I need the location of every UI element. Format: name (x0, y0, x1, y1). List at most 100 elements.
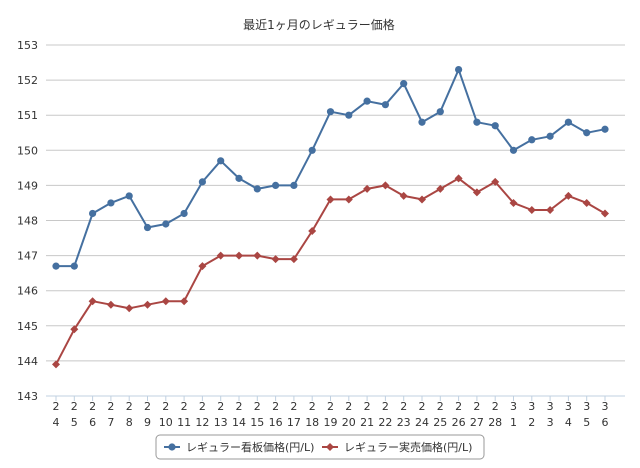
y-tick-label: 147 (17, 250, 38, 263)
data-point (582, 198, 591, 207)
x-tick-label: 2 16 (269, 400, 283, 429)
data-point (106, 300, 115, 309)
data-point (290, 181, 298, 189)
y-tick-label: 151 (17, 109, 38, 122)
x-tick-label: 2 15 (250, 400, 264, 429)
legend-marker (168, 443, 176, 451)
axes (46, 395, 625, 401)
data-point (308, 227, 317, 236)
data-point (180, 209, 188, 218)
data-point (308, 146, 316, 154)
x-tick-label: 2 11 (177, 400, 191, 429)
x-axis-tick-labels: 2 4 2 5 2 6 2 7 2 8 2 9 2 10 2 11 2 12 2 13 2 14 2 15 2 16 2 17 2 18 2… (53, 400, 609, 429)
data-point (399, 191, 408, 200)
data-point (253, 185, 261, 193)
y-tick-label: 145 (17, 320, 38, 333)
data-point (400, 80, 408, 88)
y-tick-label: 153 (17, 39, 38, 52)
y-tick-label: 148 (17, 215, 38, 228)
series-2 (52, 174, 609, 369)
data-point (52, 262, 60, 270)
data-point (107, 199, 115, 207)
data-point (455, 65, 463, 74)
x-tick-label: 2 14 (232, 400, 246, 429)
data-point (235, 251, 243, 260)
series-line (55, 177, 606, 365)
data-point (125, 304, 134, 313)
data-point (436, 108, 444, 116)
data-point (272, 181, 280, 189)
x-tick-label: 2 21 (360, 400, 374, 429)
data-point (491, 177, 500, 186)
data-point (546, 205, 555, 214)
legend-box: レギュラー看板価格(円/L) レギュラー実売価格(円/L) (155, 434, 485, 460)
data-point (344, 195, 353, 204)
data-point (271, 255, 280, 264)
legend-entry-label: レギュラー看板価格(円/L) (186, 440, 314, 454)
data-point (473, 118, 481, 126)
data-point (454, 174, 463, 183)
x-tick-label: 2 25 (433, 400, 447, 429)
data-point (70, 325, 79, 334)
y-tick-label: 149 (17, 179, 38, 192)
data-point (601, 209, 609, 218)
y-axis-tick-labels: 143 144 145 146 147 148 149 150 151 152 153 (17, 39, 38, 403)
data-point (418, 195, 426, 204)
x-tick-label: 2 23 (397, 400, 411, 429)
y-tick-label: 143 (17, 390, 38, 403)
x-tick-label: 2 12 (195, 400, 209, 429)
chart-title: 最近1ヶ月のレギュラー価格 (243, 17, 395, 32)
x-tick-label: 2 27 (470, 400, 484, 429)
x-tick-label: 2 26 (452, 400, 466, 429)
data-point (436, 184, 445, 193)
data-point (52, 360, 60, 369)
data-point (509, 146, 518, 154)
legend-border (155, 434, 485, 460)
data-point (363, 97, 371, 105)
legend: レギュラー看板価格(円/L) レギュラー実売価格(円/L) (155, 434, 485, 460)
data-point (528, 136, 536, 144)
data-point (583, 129, 591, 137)
data-point (180, 297, 189, 306)
x-tick-label: 2 10 (159, 400, 173, 429)
y-tick-label: 150 (17, 144, 38, 157)
y-tick-label: 144 (17, 355, 38, 368)
x-tick-label: 2 17 (287, 400, 301, 429)
data-point (216, 251, 225, 260)
data-point (143, 300, 152, 309)
data-point (491, 122, 499, 130)
data-point (326, 108, 335, 116)
data-point (601, 125, 609, 133)
x-tick-label: 2 28 (488, 400, 502, 429)
data-point (326, 195, 335, 204)
series-1 (52, 65, 609, 270)
data-point (70, 262, 78, 270)
series (52, 65, 609, 369)
legend-marker (326, 443, 334, 451)
data-point (527, 205, 536, 214)
data-point (289, 255, 298, 264)
x-tick-label: 2 13 (214, 400, 228, 429)
x-tick-label: 2 20 (342, 400, 356, 429)
data-point (143, 223, 152, 232)
data-point (198, 262, 207, 271)
data-point (253, 251, 262, 260)
data-point (546, 132, 554, 140)
data-point (162, 220, 170, 228)
data-point (235, 174, 243, 182)
grid-lines (46, 44, 625, 362)
data-point (564, 118, 573, 126)
x-tick-label: 2 22 (378, 400, 392, 429)
